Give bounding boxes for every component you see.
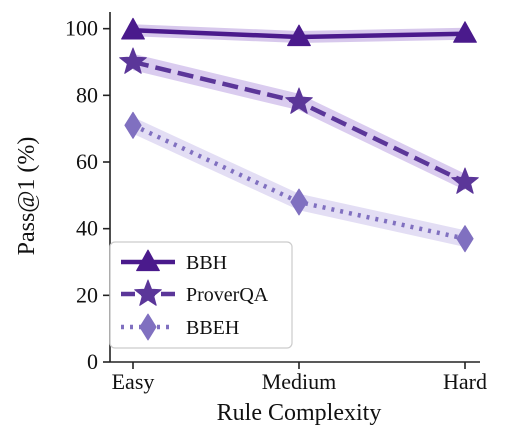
y-tick-label: 40 <box>76 216 98 241</box>
data-point-bbh-medium <box>287 24 311 47</box>
data-point-bbh-hard <box>453 21 477 43</box>
data-point-proverqa-medium <box>285 87 313 114</box>
y-tick-label: 20 <box>76 282 98 307</box>
data-point-bbeh-medium <box>290 188 308 216</box>
band-bbeh <box>133 117 465 247</box>
data-point-bbeh-hard <box>456 225 474 253</box>
x-tick-label: Easy <box>112 369 155 394</box>
y-tick-label: 60 <box>76 149 98 174</box>
legend-label-proverqa: ProverQA <box>186 284 269 306</box>
y-axis-title: Pass@1 (%) <box>14 137 40 256</box>
data-point-proverqa-easy <box>119 47 147 74</box>
legend-label-bbeh: BBEH <box>186 317 239 339</box>
legend: BBH ProverQA BBEH <box>109 241 293 349</box>
x-tick-label: Medium <box>262 369 337 394</box>
legend-marker-proverqa <box>134 279 162 306</box>
y-tick-label: 100 <box>65 16 98 41</box>
series-markers <box>119 17 479 253</box>
band-proverqa <box>133 53 465 191</box>
y-tick-label: 80 <box>76 82 98 107</box>
data-point-proverqa-hard <box>451 167 479 194</box>
legend-marker-bbh <box>136 249 160 272</box>
axes: 0 20 40 60 80 100 Easy Medium Hard <box>65 12 487 394</box>
legend-label-bbh: BBH <box>186 252 227 274</box>
data-point-bbeh-easy <box>124 111 142 139</box>
legend-marker-bbeh <box>139 313 157 341</box>
y-tick-label: 0 <box>87 349 98 374</box>
x-tick-label: Hard <box>443 369 487 394</box>
x-axis-title: Rule Complexity <box>217 400 382 426</box>
data-point-bbh-easy <box>121 17 145 40</box>
